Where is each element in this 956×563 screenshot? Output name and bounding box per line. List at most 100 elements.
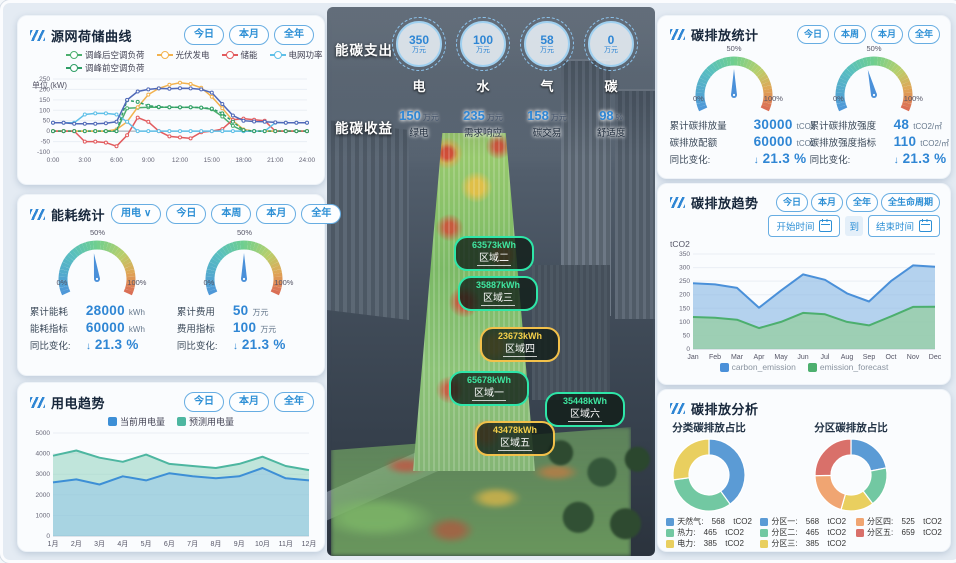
zone-marker-3[interactable]: 35887kWh 区域三 — [458, 276, 538, 311]
svg-text:6月: 6月 — [164, 540, 175, 548]
expense-circle: 58 万元 — [520, 17, 574, 71]
donut-subtitle: 分类碳排放占比 — [672, 422, 746, 434]
range-button-year[interactable]: 全年 — [301, 204, 342, 224]
calendar-icon — [919, 218, 932, 232]
legend-item: 分区四 525 tCO2 — [856, 516, 942, 527]
svg-text:4000: 4000 — [36, 451, 51, 458]
panel-title: 源网荷储曲线 — [51, 28, 133, 44]
svg-text:Apr: Apr — [754, 354, 766, 361]
svg-text:1月: 1月 — [48, 540, 59, 548]
legend-item[interactable]: carbon_emission — [719, 362, 796, 372]
stat-row: 费用指标 100 万元 — [176, 320, 277, 335]
svg-text:Feb: Feb — [709, 354, 721, 361]
carbon-intensity-gauge — [835, 56, 913, 112]
y-axis-unit-label: 单位 (kW) — [32, 81, 68, 90]
legend-item: 热力 465 tCO2 — [666, 527, 752, 538]
range-button-year[interactable]: 全年 — [845, 193, 878, 212]
building-heatmap-visualization: 能碳支出 350 万元 电 100 万元 水 58 万元 气 0 万元 碳 能碳收益 1… — [327, 7, 655, 556]
income-label: 能碳收益 — [335, 121, 393, 136]
zone-marker-1[interactable]: 65678kWh 区域一 — [449, 371, 529, 406]
svg-text:2月: 2月 — [71, 540, 82, 548]
cost-gauge — [205, 240, 283, 296]
svg-text:50: 50 — [43, 118, 51, 125]
panel-carbon-analysis: 碳排放分析 分类碳排放占比 天然气 568 tCO2 热力 465 tCO2 电… — [657, 389, 951, 552]
svg-text:350: 350 — [679, 251, 690, 258]
expense-item-electricity: 350 万元 电 — [389, 17, 449, 95]
legend-item: 天然气 568 tCO2 — [666, 516, 752, 527]
range-button-today[interactable]: 今日 — [166, 204, 207, 224]
zone-marker-6[interactable]: 35448kWh 区域六 — [545, 392, 625, 427]
energy-gauge-block: 0% 50% 100% 累计能耗 28000 kWh 能耗指标 60000 kWh 同比… — [29, 228, 165, 354]
svg-text:15:00: 15:00 — [204, 157, 221, 164]
zone-marker-5[interactable]: 43478kWh 区域五 — [475, 421, 555, 456]
legend-item[interactable]: 调峰后空调负荷 — [66, 49, 145, 61]
range-button-today[interactable]: 今日 — [184, 392, 224, 412]
svg-text:150: 150 — [679, 305, 690, 312]
source-curve-chart: 250 200 150 100 50 0 -50 -1000:00 3:00 6:00 9:00 12… — [37, 76, 316, 164]
zone-marker-4[interactable]: 23673kWh 区域四 — [480, 327, 560, 362]
range-button-month[interactable]: 本月 — [810, 193, 843, 212]
range-button-month[interactable]: 本月 — [256, 204, 297, 224]
stat-row: 累计碳排放量 30000 tCO2 — [669, 117, 816, 132]
stat-row: 同比变化: ↓ 21.3 % — [809, 151, 947, 166]
panel-usage-trend: 用电趋势 今日 本月 全年 当前用电量 预测用电量 5000 4000 3000 20… — [17, 382, 325, 552]
y-axis-unit-label: tCO2 — [670, 239, 690, 249]
range-button-lifecycle[interactable]: 全生命周期 — [880, 193, 940, 212]
range-button-year[interactable]: 全年 — [274, 392, 314, 412]
legend-item[interactable]: 预测用电量 — [177, 415, 234, 428]
legend-item[interactable]: 光伏发电 — [156, 49, 210, 61]
energy-type-dropdown[interactable]: 用电 ∨ — [111, 204, 162, 224]
svg-text:-100: -100 — [37, 149, 50, 156]
start-date-picker[interactable]: 开始时间 — [768, 215, 841, 237]
expense-name: 碳 — [604, 79, 618, 94]
legend-item[interactable]: emission_forecast — [807, 362, 888, 372]
svg-text:Jul: Jul — [821, 354, 830, 361]
expense-item-water: 100 万元 水 — [453, 17, 513, 95]
range-button-today[interactable]: 今日 — [796, 25, 829, 44]
range-button-week[interactable]: 本周 — [833, 25, 866, 44]
expense-name: 气 — [540, 79, 554, 94]
income-item-carbon-trade: 158 万元 碳交易 — [527, 108, 567, 139]
svg-text:9:00: 9:00 — [142, 157, 155, 164]
donut-subtitle: 分区碳排放占比 — [814, 422, 888, 434]
legend-item[interactable]: 电网功率 — [269, 49, 323, 61]
income-stats-row: 150 万元 绿电 235 万元 需求响应 158 万元 碳交易 98% 舒适度 — [389, 107, 641, 139]
range-button-month[interactable]: 本月 — [229, 25, 269, 45]
legend-marker — [66, 50, 82, 60]
panel-title-icon — [30, 208, 45, 220]
range-button-month[interactable]: 本月 — [870, 25, 903, 44]
expense-label: 能碳支出 — [335, 43, 393, 58]
zone-marker-2[interactable]: 63573kWh 区域二 — [454, 236, 534, 271]
stat-row: 累计能耗 28000 kWh — [29, 303, 145, 318]
svg-text:12:00: 12:00 — [172, 157, 189, 164]
legend-item[interactable]: 储能 — [221, 49, 258, 61]
range-button-month[interactable]: 本月 — [229, 392, 269, 412]
expense-name: 水 — [476, 79, 490, 94]
legend-item: 分区三 385 tCO2 — [760, 538, 846, 549]
income-item-demand-response: 235 万元 需求响应 — [463, 108, 503, 139]
range-button-today[interactable]: 今日 — [775, 193, 808, 212]
stat-row: 能耗指标 60000 kWh — [29, 320, 145, 335]
panel-title: 用电趋势 — [51, 395, 106, 411]
end-date-picker[interactable]: 结束时间 — [867, 215, 940, 237]
svg-text:0:00: 0:00 — [47, 157, 60, 164]
svg-text:250: 250 — [39, 76, 50, 83]
legend-item: 分区二 465 tCO2 — [760, 527, 846, 538]
svg-text:250: 250 — [679, 278, 690, 285]
legend-item[interactable]: 调峰前空调负荷 — [66, 62, 145, 74]
svg-text:Oct: Oct — [886, 354, 897, 361]
svg-text:24:00: 24:00 — [299, 157, 316, 164]
range-button-year[interactable]: 全年 — [907, 25, 940, 44]
legend-item[interactable]: 当前用电量 — [107, 415, 165, 428]
income-item-green-power: 150 万元 绿电 — [399, 108, 439, 139]
svg-text:150: 150 — [39, 97, 50, 104]
range-button-week[interactable]: 本周 — [211, 204, 252, 224]
range-button-today[interactable]: 今日 — [184, 25, 224, 45]
stat-row: 同比变化: ↓ 21.3 % — [176, 337, 286, 352]
stat-row: 同比变化: ↓ 21.3 % — [29, 337, 139, 352]
legend-marker — [66, 63, 82, 73]
svg-text:0: 0 — [686, 346, 690, 353]
range-button-year[interactable]: 全年 — [274, 25, 314, 45]
carbon-intensity-gauge-block: 0% 50% 100% 累计碳排放强度 48 tCO2/㎡ 碳排放强度指标 110 tC… — [809, 44, 950, 166]
chevron-down-icon: ∨ — [144, 208, 152, 219]
